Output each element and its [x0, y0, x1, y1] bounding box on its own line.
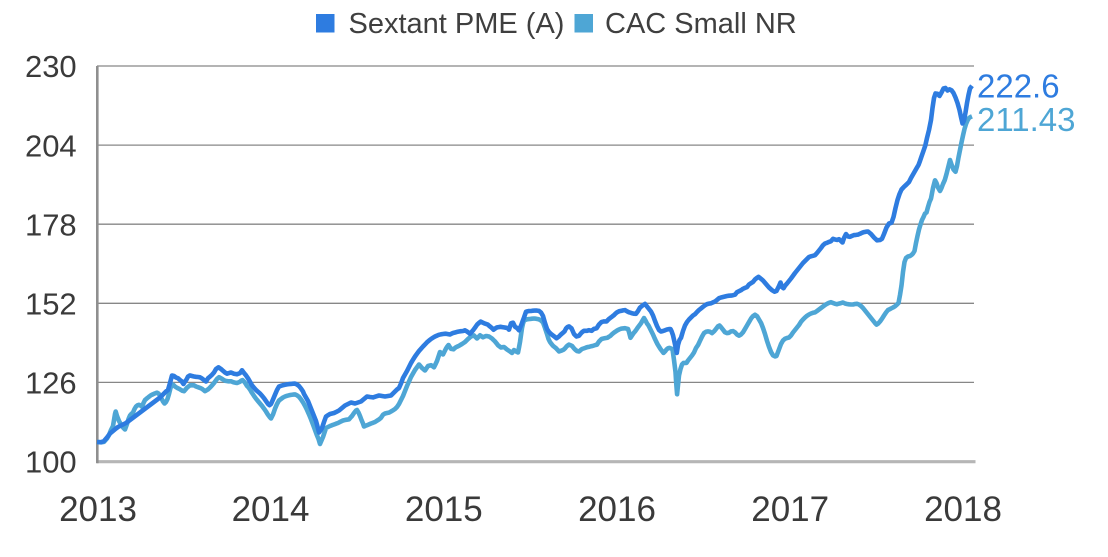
svg-text:2014: 2014 — [232, 490, 310, 529]
svg-text:222.6: 222.6 — [977, 67, 1060, 104]
svg-text:2018: 2018 — [924, 490, 1002, 529]
svg-text:2017: 2017 — [751, 490, 829, 529]
svg-text:100: 100 — [25, 445, 77, 480]
svg-text:126: 126 — [25, 366, 77, 401]
svg-text:178: 178 — [25, 207, 77, 242]
svg-text:2013: 2013 — [59, 490, 137, 529]
svg-text:204: 204 — [25, 128, 77, 163]
svg-text:211.43: 211.43 — [977, 101, 1075, 138]
svg-text:230: 230 — [25, 49, 77, 84]
svg-text:152: 152 — [25, 287, 77, 322]
svg-text:CAC Small NR: CAC Small NR — [605, 8, 797, 40]
svg-text:Sextant PME (A): Sextant PME (A) — [349, 8, 565, 40]
svg-text:2016: 2016 — [578, 490, 656, 529]
svg-text:2015: 2015 — [405, 490, 483, 529]
